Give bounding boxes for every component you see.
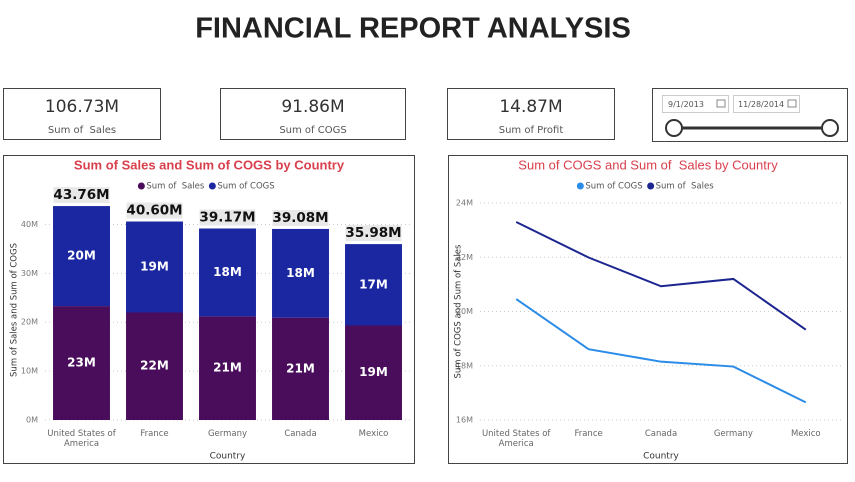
data-label: 18M: [213, 265, 242, 279]
x-tick-fo: Germany: [713, 429, 753, 439]
card-value: 14.87M: [499, 97, 562, 117]
card-label: Sum of COGS: [279, 125, 346, 136]
y-tick-label: 20M: [21, 318, 38, 327]
chart-title: Sum of COGS and Sum of Sales by Country: [518, 157, 778, 172]
data-label: 22M: [140, 359, 169, 373]
end-date: 11/28/2014: [738, 100, 784, 109]
card: [447, 88, 615, 140]
data-label: 17M: [359, 277, 388, 291]
legend-marker: [576, 182, 584, 190]
date-input[interactable]: [733, 95, 800, 113]
x-tick-label: Canada: [284, 429, 317, 439]
chart-panel: [448, 155, 848, 464]
y-tick-label: 0M: [26, 416, 38, 425]
data-label: 21M: [213, 361, 242, 375]
card-value: 91.86M: [281, 97, 344, 117]
bar-segment: [199, 228, 256, 317]
y-tick-label: 16M: [456, 416, 473, 425]
total-label: 40.60M: [126, 203, 182, 219]
bar-segment: [126, 312, 183, 420]
total-label: 35.98M: [345, 225, 401, 241]
card-label: Sum of Profit: [499, 125, 564, 136]
bar-segment: [345, 325, 402, 420]
y-tick-label: 20M: [456, 307, 473, 316]
calendar-icon: [787, 99, 797, 108]
line-series: [515, 221, 807, 331]
data-label: 19M: [359, 365, 388, 379]
y-tick-label: 10M: [21, 367, 38, 376]
x-tick-fo: Canada: [644, 429, 678, 439]
x-tick-fo: Mexico: [358, 429, 389, 439]
y-tick-label: 22M: [456, 253, 473, 262]
x-tick-label: France: [140, 429, 169, 439]
slider-handle[interactable]: [665, 119, 683, 137]
bar-segment: [272, 317, 329, 420]
total-label: 43.76M: [53, 187, 109, 203]
x-axis-title: Country: [210, 452, 246, 462]
card: [3, 88, 161, 140]
bar-segment: [53, 206, 110, 307]
bar-segment: [53, 306, 110, 420]
card-label: Sum of Sales: [48, 125, 116, 136]
total-label: 39.08M: [272, 210, 328, 226]
y-tick-label: 18M: [456, 361, 473, 370]
card-value: 106.73M: [45, 97, 119, 117]
start-date: 9/1/2013: [668, 100, 704, 109]
total-label-bg: [345, 225, 402, 242]
data-label: 21M: [286, 361, 315, 375]
legend: Sum of Sales Sum of COGS: [137, 182, 275, 192]
x-tick-label: Mexico: [790, 429, 821, 439]
data-label: 20M: [67, 249, 96, 263]
total-label: 39.17M: [199, 210, 255, 226]
bar-segment: [345, 244, 402, 326]
y-axis-title: Sum of Sales and Sum of COGS: [10, 243, 20, 377]
y-axis-title: Sum of COGS and Sum of Sales: [454, 244, 464, 379]
page-title: FINANCIAL REPORT ANALYSIS: [195, 13, 631, 45]
total-label-bg: [272, 209, 329, 226]
legend-label: Sum of Sales: [656, 182, 715, 192]
y-tick-label: 24M: [456, 199, 473, 208]
legend-label: Sum of COGS: [585, 182, 642, 192]
data-label: 18M: [286, 266, 315, 280]
x-tick-fo: United States of America: [47, 429, 119, 449]
data-label: 19M: [140, 260, 169, 274]
total-label-bg: [53, 187, 110, 204]
legend-label: Sum of Sales: [146, 182, 205, 192]
x-tick-label: Germany: [713, 429, 753, 439]
x-tick-label: United States of America: [47, 429, 119, 449]
y-tick-label: 40M: [21, 220, 38, 229]
x-tick-label: Germany: [207, 429, 248, 439]
x-tick-fo: Germany: [207, 429, 248, 439]
y-tick-label: 30M: [21, 269, 38, 278]
x-tick-label: United States of America: [481, 429, 554, 449]
bar-segment: [126, 221, 183, 313]
x-tick-fo: Mexico: [790, 429, 821, 439]
legend: Sum of COGS Sum of Sales: [576, 182, 715, 192]
legend-marker: [208, 182, 216, 190]
legend-marker: [647, 182, 655, 190]
chart-title: Sum of Sales and Sum of COGS by Country: [74, 157, 345, 172]
x-tick-fo: France: [574, 429, 603, 439]
bar-segment: [199, 316, 256, 420]
legend-label: Sum of COGS: [217, 182, 274, 192]
bar-segment: [272, 228, 329, 318]
date-input[interactable]: [662, 95, 729, 113]
x-tick-fo: United States of America: [481, 429, 554, 449]
line-series: [515, 298, 807, 404]
legend-marker: [137, 182, 145, 190]
x-tick-label: Canada: [644, 429, 678, 439]
x-tick-label: Mexico: [358, 429, 389, 439]
x-tick-fo: Canada: [284, 429, 317, 439]
x-tick-fo: France: [140, 429, 169, 439]
card: [220, 88, 406, 140]
calendar-icon: [716, 99, 726, 108]
total-label-bg: [199, 209, 256, 226]
x-axis-title: Country: [643, 452, 679, 462]
x-tick-label: France: [574, 429, 603, 439]
data-label: 23M: [67, 356, 96, 370]
slider-handle[interactable]: [821, 119, 839, 137]
total-label-bg: [126, 202, 183, 219]
